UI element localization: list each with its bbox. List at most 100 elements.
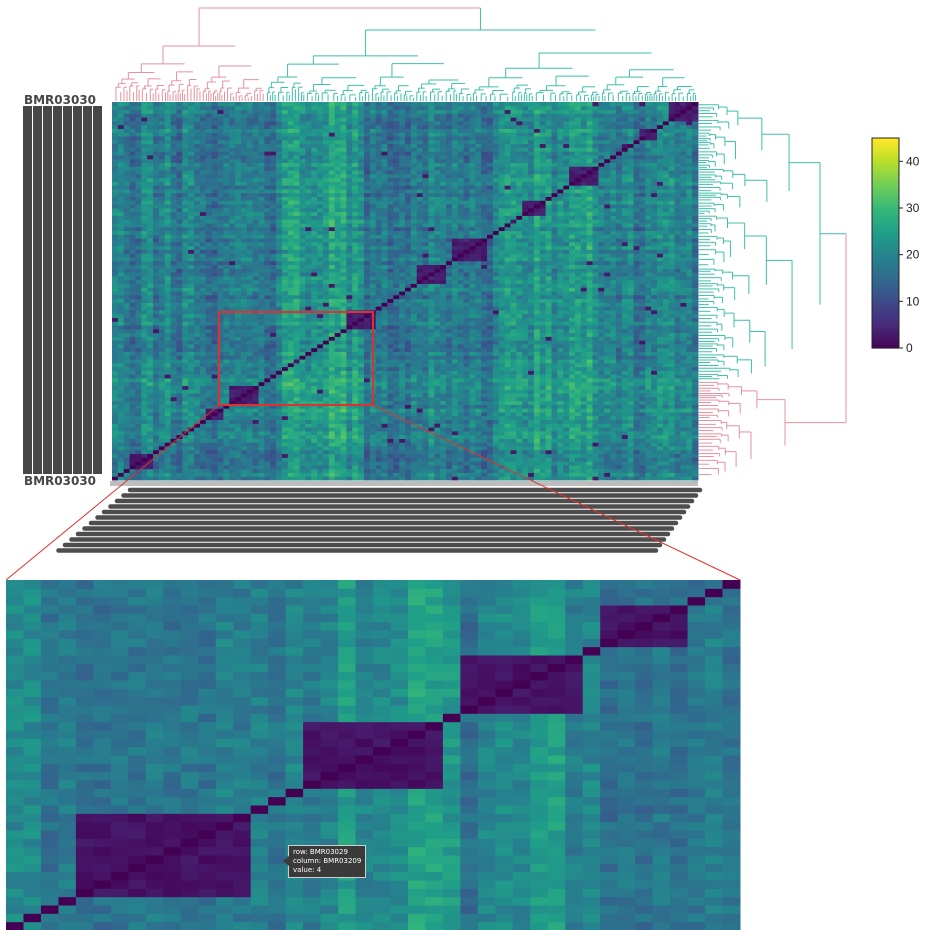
heatmap-cell — [481, 442, 488, 447]
heatmap-cell — [252, 419, 259, 424]
heatmap-cell — [504, 351, 511, 356]
heatmap-cell — [281, 408, 289, 413]
heatmap-cell — [340, 374, 347, 379]
heatmap-cell — [410, 430, 418, 436]
heatmap-cell — [258, 472, 265, 477]
heatmap-cell — [117, 351, 125, 356]
heatmap-cell — [153, 468, 160, 473]
heatmap-cell — [504, 389, 511, 394]
heatmap-cell — [492, 411, 500, 417]
heatmap-cell — [211, 389, 218, 394]
heatmap-cell — [112, 468, 119, 473]
heatmap-cell — [399, 427, 406, 432]
heatmap-cell — [586, 408, 594, 413]
heatmap-cell — [463, 430, 470, 436]
heatmap-cell — [662, 457, 670, 462]
heatmap-cell — [270, 359, 277, 364]
heatmap-cell — [363, 355, 371, 360]
heatmap-cell — [446, 442, 453, 447]
heatmap-cell — [528, 461, 535, 466]
heatmap-cell — [264, 355, 271, 360]
heatmap-cell — [686, 377, 693, 383]
heatmap-cell — [352, 472, 359, 477]
heatmap-cell — [451, 393, 459, 398]
heatmap-cell — [440, 427, 447, 432]
heatmap-cell — [246, 445, 254, 451]
heatmap-cell — [194, 423, 201, 428]
heatmap-cell — [422, 430, 429, 436]
heatmap-cell — [194, 393, 201, 398]
heatmap-cell — [592, 464, 599, 470]
heatmap-cell — [182, 476, 189, 481]
heatmap-cell — [211, 453, 218, 458]
heatmap-cell — [293, 351, 301, 356]
heatmap-cell — [475, 408, 482, 413]
heatmap-cell — [516, 434, 523, 439]
heatmap-cell — [645, 366, 652, 371]
heatmap-cell — [475, 396, 482, 402]
heatmap-cell — [369, 472, 377, 477]
heatmap-cell — [615, 393, 623, 398]
heatmap-cell — [533, 415, 541, 421]
heatmap-cell — [551, 370, 558, 375]
heatmap-cell — [569, 449, 576, 455]
heatmap-cell — [205, 461, 213, 466]
main-heatmap[interactable] — [112, 102, 699, 481]
heatmap-cell — [545, 359, 552, 364]
heatmap-cell — [463, 336, 470, 341]
heatmap-cell — [434, 393, 441, 398]
heatmap-cell — [194, 419, 201, 424]
heatmap-cell — [580, 347, 588, 352]
heatmap-cell — [446, 351, 453, 356]
heatmap-cell — [363, 351, 371, 356]
heatmap-cell — [299, 438, 306, 443]
heatmap-cell — [182, 423, 189, 428]
heatmap-cell — [153, 351, 160, 356]
heatmap-cell — [281, 400, 289, 405]
heatmap-cell — [651, 355, 658, 360]
heatmap-cell — [340, 419, 347, 424]
heatmap-cell — [340, 438, 347, 443]
heatmap-cell — [440, 423, 447, 428]
heatmap-cell — [569, 430, 576, 436]
heatmap-cell — [117, 362, 125, 368]
heatmap-cell — [586, 374, 594, 379]
heatmap-cell — [264, 461, 271, 466]
heatmap-cell — [615, 400, 623, 405]
heatmap-cell — [317, 351, 324, 356]
heatmap-cell — [522, 476, 529, 481]
heatmap-cell — [586, 396, 594, 402]
heatmap-cell — [293, 374, 301, 379]
heatmap-cell — [258, 347, 265, 352]
heatmap-cell — [363, 328, 371, 334]
heatmap-cell — [492, 325, 500, 330]
heatmap-cell — [662, 336, 670, 341]
heatmap-cell — [205, 374, 213, 379]
heatmap-cell — [135, 434, 142, 439]
heatmap-cell — [205, 347, 213, 352]
heatmap-cell — [463, 472, 470, 477]
heatmap-cell — [692, 381, 699, 386]
heatmap-cell — [557, 430, 564, 436]
heatmap-cell — [451, 438, 459, 443]
heatmap-cell — [399, 381, 406, 386]
heatmap-cell — [199, 453, 207, 458]
heatmap-cell — [416, 430, 424, 436]
column-dendrogram — [115, 7, 697, 101]
heatmap-cell — [164, 340, 172, 345]
heatmap-cell — [440, 370, 447, 375]
heatmap-cell — [270, 381, 277, 386]
heatmap-cell — [281, 419, 289, 424]
heatmap-cell — [551, 457, 558, 462]
heatmap-cell — [334, 411, 342, 417]
heatmap-cell — [598, 430, 605, 436]
heatmap-cell — [381, 404, 388, 409]
heatmap-cell — [281, 359, 289, 364]
heatmap-cell — [504, 396, 511, 402]
heatmap-cell — [393, 476, 400, 481]
heatmap-cell — [451, 408, 459, 413]
heatmap-cell — [510, 408, 517, 413]
heatmap-cell — [305, 434, 312, 439]
heatmap-cell — [633, 347, 640, 352]
heatmap-cell — [311, 423, 318, 428]
